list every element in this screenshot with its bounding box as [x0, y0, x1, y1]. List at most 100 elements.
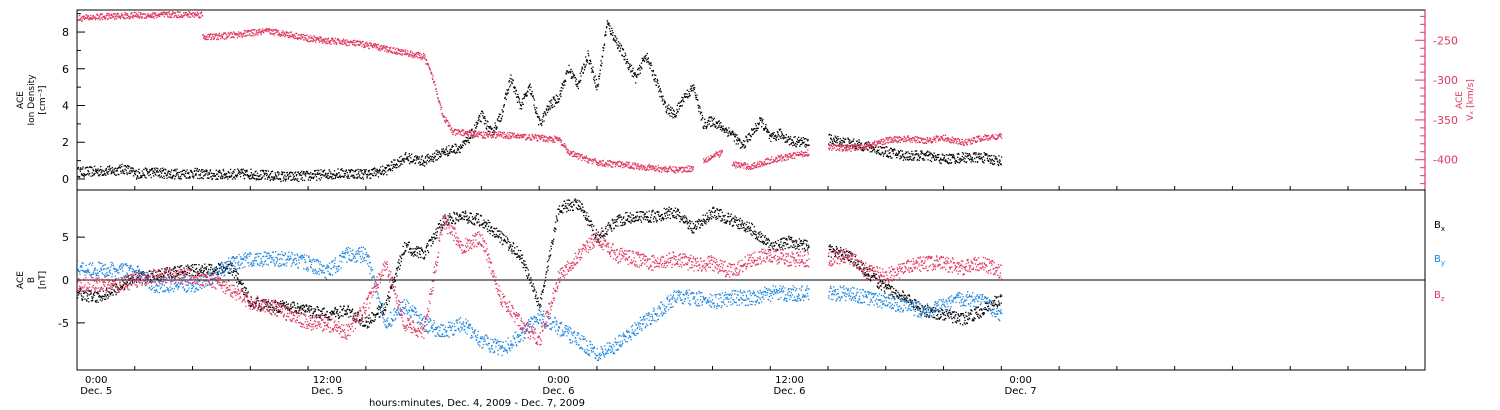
velocity-point-group-point — [213, 37, 216, 40]
velocity-point-group-point — [622, 164, 625, 166]
field-point-group-Bx-point — [147, 274, 150, 277]
ion-density-point-group-point — [989, 158, 991, 160]
ion-density-point-group-point — [945, 160, 947, 163]
velocity-point-group-point — [561, 144, 563, 146]
ion-density-point-group-point — [908, 152, 910, 155]
ion-density-point-group-point — [924, 155, 926, 157]
velocity-point-group-point — [432, 82, 435, 84]
velocity-point-group-point — [377, 49, 379, 51]
velocity-point-group-point — [638, 166, 640, 168]
velocity-point-group-point — [326, 42, 329, 44]
velocity-point-group-point — [474, 134, 476, 137]
ion-density-point-group-point — [593, 80, 596, 82]
velocity-point-group-point — [483, 137, 485, 139]
velocity-point-group-point — [666, 171, 668, 173]
velocity-point-group-point — [861, 148, 864, 150]
velocity-point-group-point — [426, 63, 429, 66]
velocity-point-group-point — [346, 39, 348, 41]
velocity-point-group-point — [920, 137, 922, 140]
velocity-point-group-point — [367, 45, 369, 47]
velocity-point-group-point — [256, 32, 259, 34]
ion-density-point-group-point — [707, 120, 710, 122]
field-point-group-Bx-point — [101, 295, 103, 297]
ion-density-point-group-point — [319, 172, 321, 174]
velocity-point-group-point — [405, 52, 408, 54]
velocity-point-group-point — [986, 134, 988, 137]
velocity-point-group-point — [975, 136, 978, 138]
ion-density-point-group-point — [447, 154, 450, 156]
ion-density-point-group-point — [213, 173, 216, 175]
velocity-point-group-point — [802, 156, 804, 158]
ion-density-point-group-point — [869, 151, 871, 153]
velocity-point-group-point — [950, 141, 952, 143]
velocity-point-group-point — [478, 133, 480, 136]
ion-density-point-group-point — [744, 145, 747, 147]
ion-density-point-group-point — [277, 171, 279, 173]
ion-density-point-group-point — [141, 175, 143, 177]
ion-density-point-group-point — [372, 168, 375, 170]
velocity-point-group-point — [349, 41, 351, 44]
ion-density-point-group-point — [717, 121, 719, 123]
field-point-group-Bx-point — [92, 300, 94, 302]
ion-density-point-group-point — [505, 92, 507, 94]
field-point-group-Bx-point — [139, 275, 141, 277]
velocity-point-group-point — [647, 169, 650, 171]
ion-density-point-group-point — [758, 123, 760, 126]
ion-density-point-group-point — [675, 112, 678, 114]
ion-density-point-group-point — [545, 114, 547, 116]
field-point-group-Bx-point — [140, 273, 143, 275]
velocity-point-group-point — [533, 135, 535, 137]
ion-density-point-group-point — [468, 137, 470, 140]
field-point-group-Bx-point — [127, 276, 129, 278]
ion-density-point-group-point — [685, 96, 687, 99]
ion-density-point-group-point — [842, 137, 844, 139]
velocity-point-group-point — [572, 155, 574, 157]
ion-density-point-group-point — [257, 178, 259, 181]
velocity-point-group-point — [849, 145, 852, 147]
ion-density-point-group-point — [168, 170, 170, 173]
ion-density-point-group-point — [120, 170, 122, 172]
ion-density-point-group-point — [963, 160, 966, 163]
ion-density-point-group-point — [938, 160, 941, 162]
ion-density-point-group-point — [797, 140, 799, 142]
ion-density-point-group-point — [121, 170, 123, 172]
velocity-point-group-point — [437, 97, 439, 99]
velocity-point-group-point — [427, 63, 429, 65]
field-point-group-Bx-point — [151, 273, 154, 275]
ion-density-point-group-point — [130, 169, 132, 171]
velocity-point-group-point — [586, 157, 588, 159]
ion-density-point-group-point — [244, 171, 247, 173]
velocity-point-group-point — [246, 34, 248, 37]
field-point-group-Bx-point — [102, 290, 105, 292]
velocity-point-group-point — [214, 34, 216, 36]
ion-density-point-group-point — [932, 154, 934, 156]
ion-density-point-group-point — [532, 95, 534, 97]
ion-density-point-group-point — [690, 90, 692, 92]
velocity-point-group-point — [431, 77, 434, 79]
ion-density-point-group-point — [351, 175, 354, 177]
ion-density-point-group-point — [323, 169, 325, 172]
field-point-group-Bx-point — [160, 276, 163, 278]
ion-density-point-group-point — [668, 104, 670, 106]
ion-density-point-group-point — [689, 94, 691, 96]
velocity-point-group-point — [410, 50, 412, 52]
velocity-point-group-point — [601, 160, 604, 162]
velocity-point-group-point — [997, 135, 1000, 137]
ion-density-point-group-point — [948, 161, 950, 164]
ion-density-point-group-point — [221, 176, 223, 178]
ion-density-point-group-point — [881, 152, 884, 154]
velocity-point-group-point — [942, 138, 944, 141]
velocity-point-group-point — [619, 161, 621, 163]
velocity-point-group-point — [124, 18, 127, 20]
velocity-point-group-point — [99, 13, 102, 15]
velocity-point-group-point — [829, 144, 832, 147]
velocity-point-group-point — [583, 156, 586, 158]
ion-density-point-group-point — [800, 139, 802, 141]
ion-density-point-group-point — [508, 80, 511, 82]
velocity-point-group-point — [544, 139, 546, 142]
ion-density-point-group-point — [274, 174, 277, 176]
ion-density-point-group-point — [292, 178, 294, 181]
velocity-point-group-point — [336, 39, 338, 41]
ion-density-point-group-point — [328, 169, 330, 171]
ion-density-point-group-point — [524, 94, 526, 96]
